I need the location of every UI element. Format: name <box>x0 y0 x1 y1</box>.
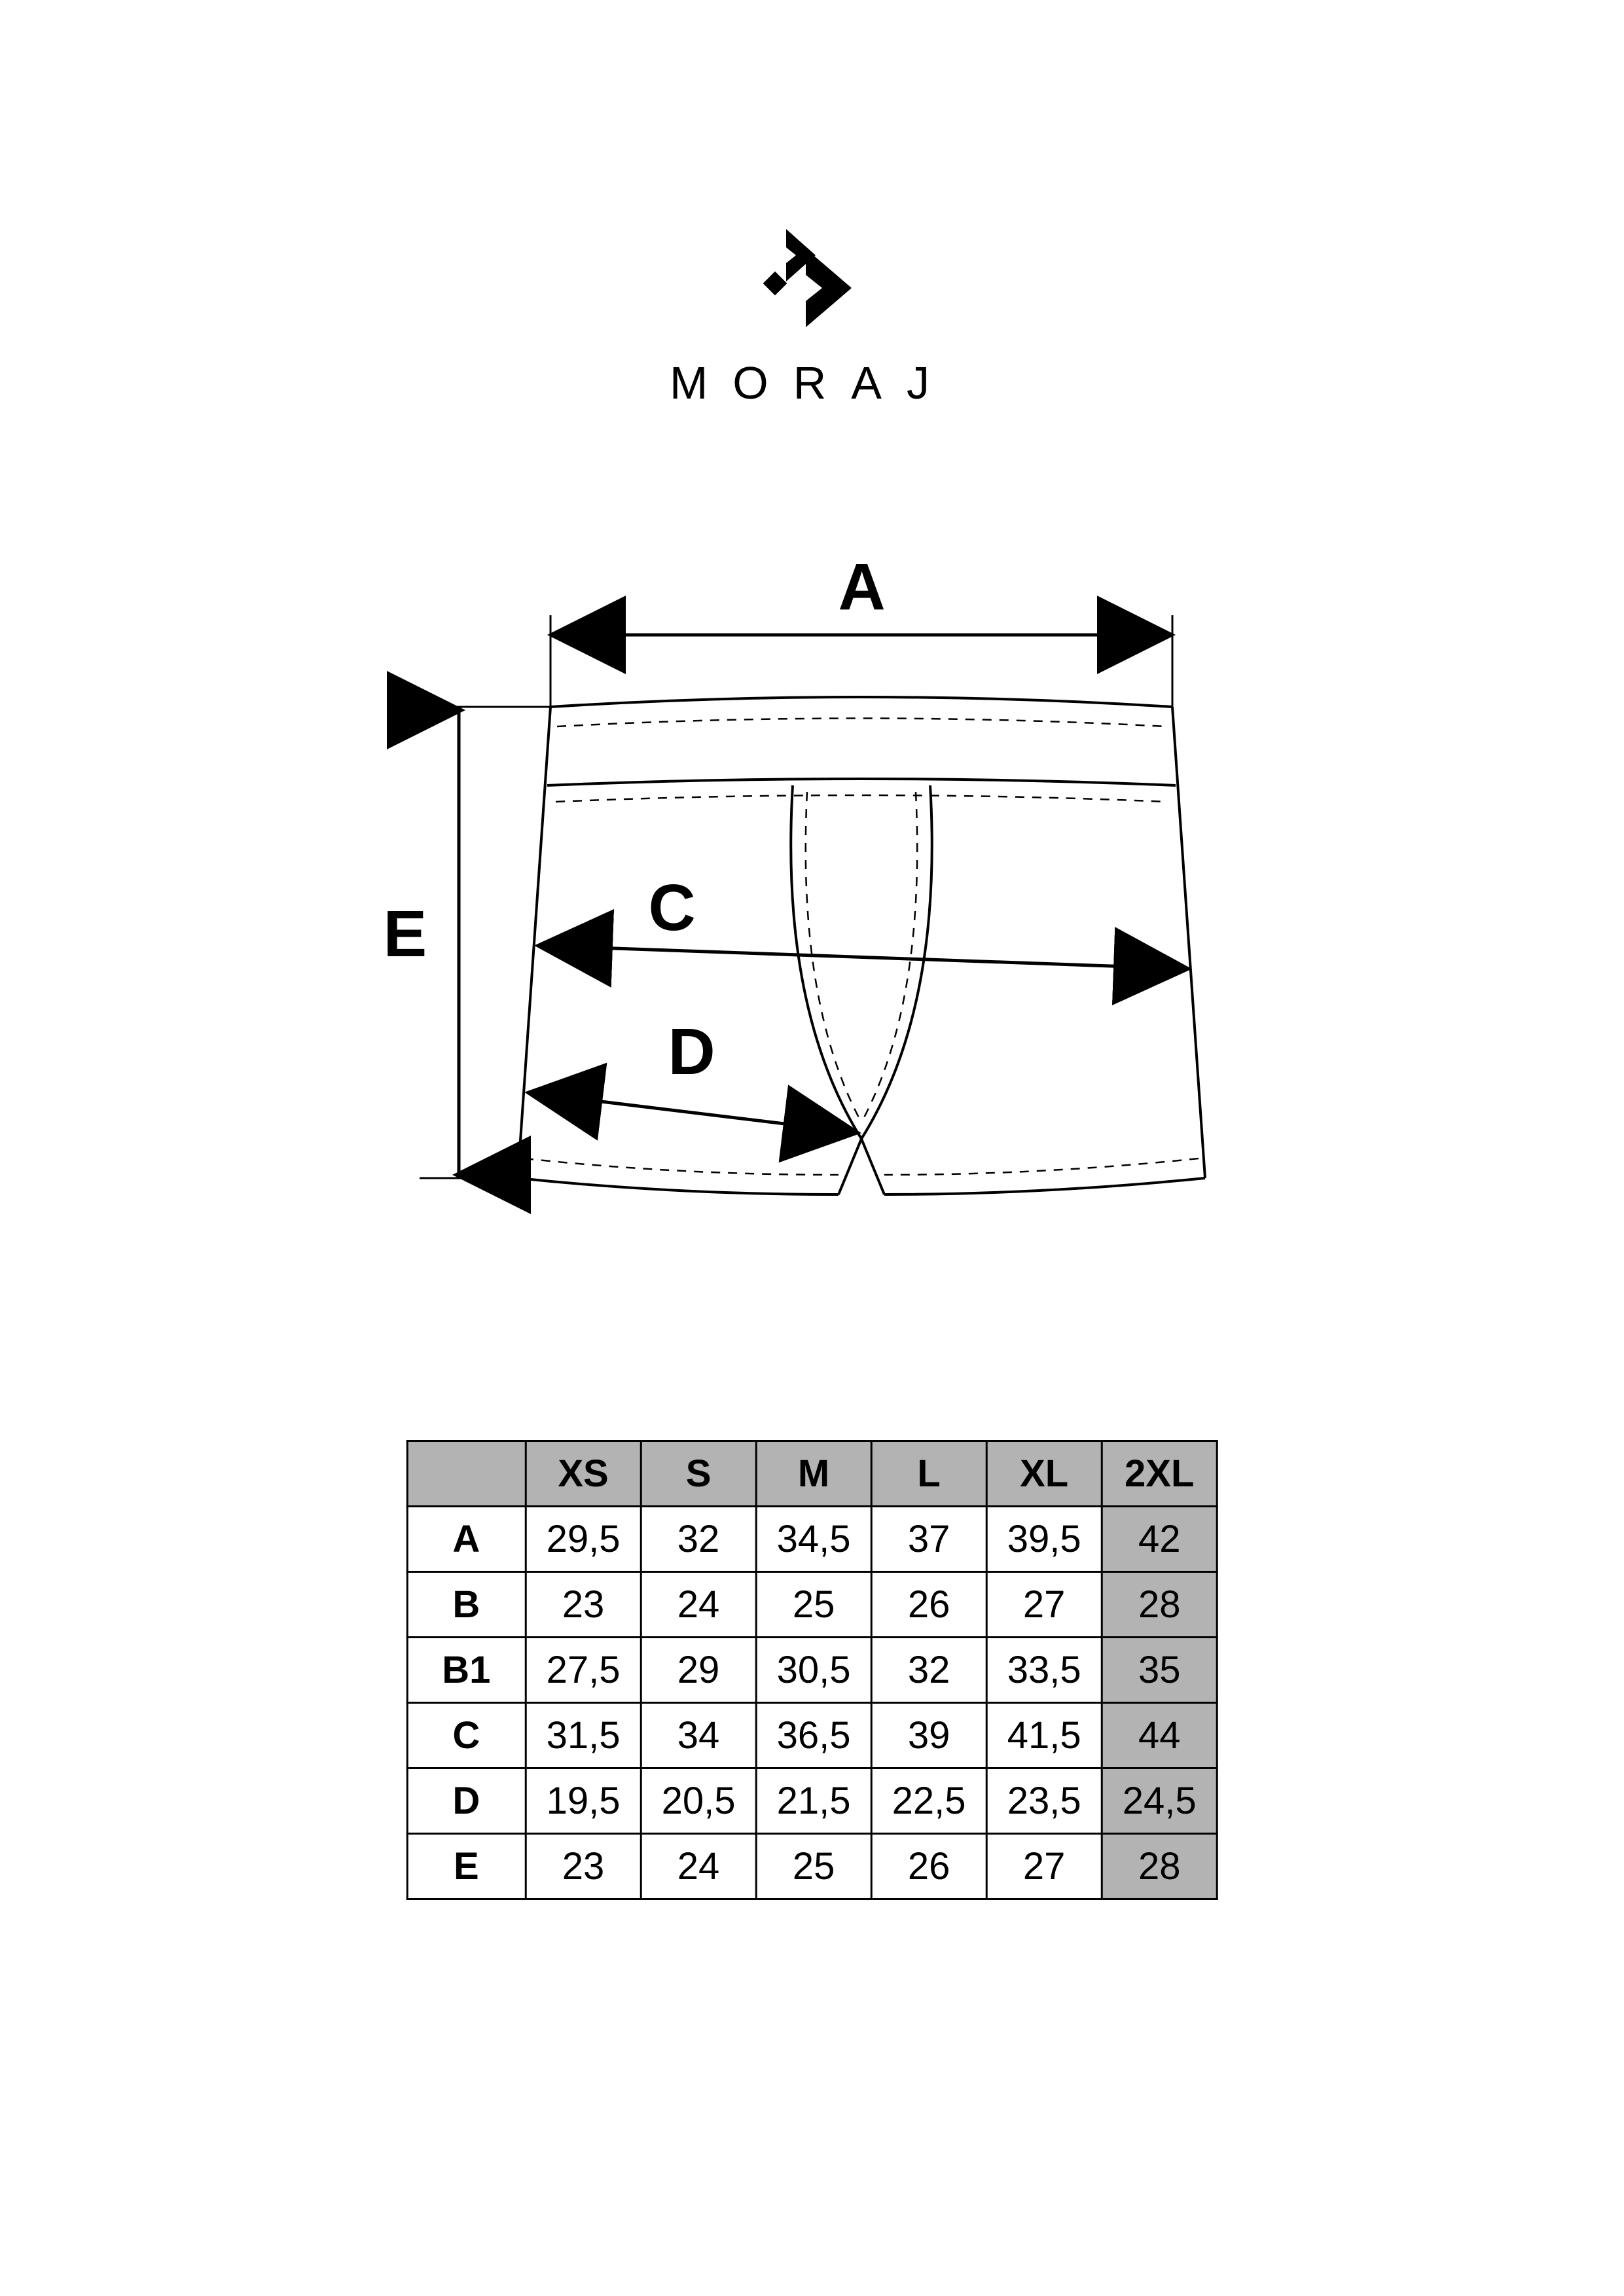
cell: 25 <box>756 1834 871 1899</box>
cell: 23 <box>526 1834 641 1899</box>
cell: 27,5 <box>526 1638 641 1703</box>
table-row: D 19,5 20,5 21,5 22,5 23,5 24,5 <box>407 1768 1218 1834</box>
header-blank <box>407 1441 526 1507</box>
cell: 26 <box>871 1834 986 1899</box>
cell: 39,5 <box>986 1507 1102 1572</box>
cell: 20,5 <box>641 1768 756 1834</box>
cell: 29 <box>641 1638 756 1703</box>
header-s: S <box>641 1441 756 1507</box>
cell: 28 <box>1102 1572 1217 1638</box>
row-label: B1 <box>407 1638 526 1703</box>
cell: 34,5 <box>756 1507 871 1572</box>
dim-label-d: D <box>668 1014 715 1090</box>
cell: 23 <box>526 1572 641 1638</box>
row-label: D <box>407 1768 526 1834</box>
cell: 37 <box>871 1507 986 1572</box>
cell: 34 <box>641 1703 756 1768</box>
cell: 22,5 <box>871 1768 986 1834</box>
header-m: M <box>756 1441 871 1507</box>
brand-logo-block: MORAJ <box>0 229 1624 409</box>
brand-logo-icon <box>753 229 871 331</box>
row-label: B <box>407 1572 526 1638</box>
boxer-outline <box>518 697 1205 1194</box>
header-xs: XS <box>526 1441 641 1507</box>
cell: 23,5 <box>986 1768 1102 1834</box>
cell: 36,5 <box>756 1703 871 1768</box>
cell: 24 <box>641 1834 756 1899</box>
table-row: E 23 24 25 26 27 28 <box>407 1834 1218 1899</box>
cell: 21,5 <box>756 1768 871 1834</box>
cell: 39 <box>871 1703 986 1768</box>
cell: 31,5 <box>526 1703 641 1768</box>
table-row: A 29,5 32 34,5 37 39,5 42 <box>407 1507 1218 1572</box>
cell: 32 <box>871 1638 986 1703</box>
header-2xl: 2XL <box>1102 1441 1217 1507</box>
cell: 19,5 <box>526 1768 641 1834</box>
table-row: B1 27,5 29 30,5 32 33,5 35 <box>407 1638 1218 1703</box>
brand-name: MORAJ <box>0 357 1624 409</box>
size-table-wrap: XS S M L XL 2XL A 29,5 32 34,5 37 39,5 4… <box>406 1440 1218 1900</box>
cell: 35 <box>1102 1638 1217 1703</box>
dim-label-c: C <box>649 870 696 946</box>
row-label: E <box>407 1834 526 1899</box>
cell: 27 <box>986 1572 1102 1638</box>
cell: 26 <box>871 1572 986 1638</box>
cell: 27 <box>986 1834 1102 1899</box>
row-label: A <box>407 1507 526 1572</box>
cell: 24 <box>641 1572 756 1638</box>
size-chart-page: MORAJ <box>0 0 1624 2296</box>
cell: 30,5 <box>756 1638 871 1703</box>
table-row: B 23 24 25 26 27 28 <box>407 1572 1218 1638</box>
cell: 42 <box>1102 1507 1217 1572</box>
dim-arrow-d <box>531 1093 855 1132</box>
cell: 29,5 <box>526 1507 641 1572</box>
garment-diagram: A E C D <box>321 589 1303 1244</box>
header-xl: XL <box>986 1441 1102 1507</box>
cell: 44 <box>1102 1703 1217 1768</box>
cell: 28 <box>1102 1834 1217 1899</box>
table-row: C 31,5 34 36,5 39 41,5 44 <box>407 1703 1218 1768</box>
dim-label-e: E <box>384 897 427 972</box>
dim-arrow-c <box>541 946 1185 969</box>
cell: 24,5 <box>1102 1768 1217 1834</box>
table-header-row: XS S M L XL 2XL <box>407 1441 1218 1507</box>
cell: 32 <box>641 1507 756 1572</box>
cell: 33,5 <box>986 1638 1102 1703</box>
size-table-body: A 29,5 32 34,5 37 39,5 42 B 23 24 25 26 … <box>407 1507 1218 1899</box>
cell: 41,5 <box>986 1703 1102 1768</box>
cell: 25 <box>756 1572 871 1638</box>
size-table: XS S M L XL 2XL A 29,5 32 34,5 37 39,5 4… <box>406 1440 1218 1900</box>
row-label: C <box>407 1703 526 1768</box>
dim-label-a: A <box>839 550 886 625</box>
header-l: L <box>871 1441 986 1507</box>
